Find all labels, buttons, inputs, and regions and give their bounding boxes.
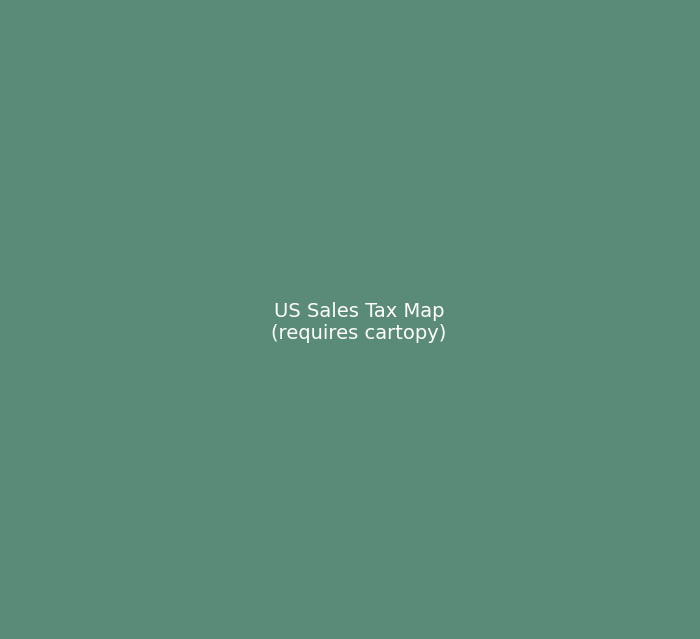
Text: US Sales Tax Map
(requires cartopy): US Sales Tax Map (requires cartopy) (271, 302, 447, 343)
